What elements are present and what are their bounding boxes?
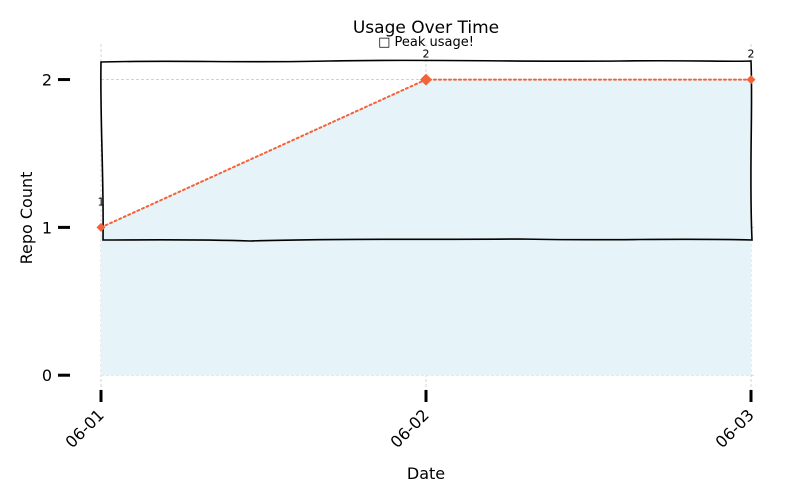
- series-area: [101, 79, 751, 376]
- peak-annotation: □ Peak usage!: [378, 35, 474, 50]
- y-tick-label: 0: [42, 366, 52, 385]
- data-label: 2: [748, 48, 755, 61]
- x-tick-label: 06-03: [712, 405, 758, 451]
- data-point-marker: [746, 75, 756, 85]
- data-label: 1: [98, 195, 105, 208]
- chart-title: Usage Over Time: [353, 18, 499, 38]
- y-axis-title: Repo Count: [17, 172, 36, 265]
- y-tick-label: 2: [42, 71, 52, 90]
- data-point-marker: [96, 222, 106, 232]
- x-axis-title: Date: [407, 464, 445, 483]
- data-point-marker: [420, 73, 432, 86]
- data-label: 2: [423, 48, 430, 61]
- y-axis: 0 1 2: [42, 71, 70, 385]
- series-markers: [96, 73, 756, 232]
- data-labels: 1 2 2: [98, 48, 755, 209]
- x-tick-label: 06-01: [62, 405, 108, 451]
- x-axis: 06-01 06-02 06-03: [62, 390, 758, 452]
- x-tick-label: 06-02: [387, 405, 433, 451]
- annotation-box: [100, 59, 753, 242]
- y-tick-label: 1: [42, 218, 52, 237]
